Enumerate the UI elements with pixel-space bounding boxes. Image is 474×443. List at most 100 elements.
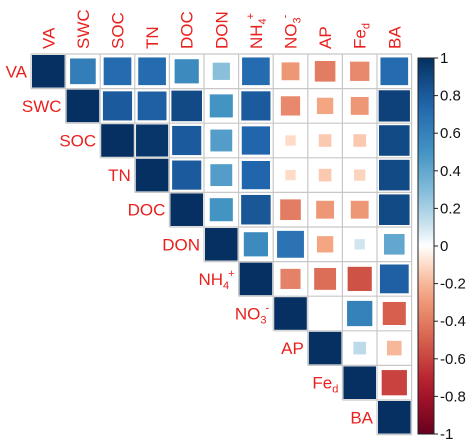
- cell-DON-DON: [205, 228, 238, 261]
- colorbar-tick-label: 0.8: [440, 88, 461, 105]
- cell-SWC-DON: [209, 94, 233, 118]
- cell-TN-TN: [135, 158, 169, 192]
- cell-BA-BA: [378, 401, 411, 434]
- cell-SOC-DOC: [172, 125, 202, 156]
- row-label-DOC: DOC: [128, 201, 166, 220]
- row-label-SWC: SWC: [22, 97, 62, 116]
- column-label-TN: TN: [143, 26, 162, 49]
- column-label-AP: AP: [316, 26, 335, 49]
- row-label-TN: TN: [108, 166, 131, 185]
- cell-DON-NH4+: [243, 232, 268, 257]
- cell-Fed-Fed: [343, 366, 376, 399]
- column-label-VA: VA: [39, 27, 58, 49]
- cell-AP-BA: [387, 340, 402, 356]
- column-label-SOC: SOC: [109, 12, 128, 49]
- cell-NH4+-NH4+: [239, 262, 273, 296]
- cell-VA-DON: [212, 62, 230, 80]
- cell-SOC-DON: [210, 129, 233, 152]
- row-label-NO3-: NO3-: [235, 303, 270, 327]
- grid-layer: [30, 53, 413, 436]
- cell-NH4+-Fed: [347, 266, 372, 291]
- cell-VA-AP: [314, 60, 336, 82]
- cell-VA-SOC: [103, 57, 132, 86]
- colorbar-gradient: [417, 57, 435, 435]
- colorbar-tick-label: -0.4: [440, 313, 466, 330]
- cell-DON-NO3-: [277, 230, 304, 258]
- cell-VA-TN: [138, 57, 166, 86]
- cell-NH4+-AP: [314, 267, 337, 290]
- colorbar-tick-label: -0.8: [440, 388, 466, 405]
- cell-DOC-BA: [379, 194, 410, 225]
- column-label-DOC: DOC: [178, 11, 197, 49]
- cell-DOC-NH4+: [241, 194, 271, 225]
- cell-NH4+-NO3-: [280, 268, 301, 289]
- row-label-DON: DON: [162, 235, 200, 254]
- cell-layer: [32, 55, 411, 434]
- cell-AP-AP: [308, 331, 342, 365]
- cell-TN-NH4+: [241, 160, 271, 190]
- cell-VA-NH4+: [242, 57, 270, 86]
- cell-SOC-SOC: [101, 124, 134, 157]
- column-label-NH4+: NH4+: [245, 13, 269, 49]
- label-layer: VA VA SWC SWC SOC SOC TN TN DOC DOC DON DON NH4+ NH4+…: [6, 9, 405, 427]
- cell-SWC-DOC: [171, 90, 202, 122]
- colorbar: 1 0.8 0.6 0.4 0.2 0 -0.2 -0.4 -0.6 -0.8 -1: [417, 50, 466, 443]
- column-label-Fed: Fed: [351, 23, 373, 49]
- column-label-DON: DON: [212, 11, 231, 49]
- cell-NO3--BA: [382, 301, 406, 326]
- cell-DOC-AP: [316, 200, 335, 219]
- column-label-NO3-: NO3-: [280, 14, 304, 49]
- colorbar-tick-label: 0.4: [440, 163, 461, 180]
- row-label-SOC: SOC: [59, 132, 96, 151]
- cell-SOC-NH4+: [241, 126, 271, 155]
- cell-SOC-AP: [318, 134, 332, 147]
- cell-SOC-BA: [379, 125, 410, 156]
- cell-TN-DON: [210, 164, 233, 187]
- row-label-AP: AP: [281, 339, 304, 358]
- row-label-Fed: Fed: [312, 374, 338, 396]
- cell-SWC-SWC: [66, 89, 100, 123]
- column-label-SWC: SWC: [74, 9, 93, 49]
- cell-SOC-TN: [136, 124, 169, 157]
- cell-SOC-NO3-: [285, 135, 296, 146]
- cell-DON-AP: [316, 236, 334, 253]
- colorbar-tick-label: -0.2: [440, 276, 466, 293]
- cell-TN-BA: [379, 159, 410, 191]
- cell-VA-VA: [32, 55, 65, 88]
- cell-TN-NO3-: [285, 169, 296, 181]
- colorbar-tick-label: -1: [440, 426, 453, 443]
- cell-DOC-DON: [209, 198, 233, 222]
- row-label-NH4+: NH4+: [198, 268, 234, 292]
- colorbar-tick-label: 0: [440, 238, 448, 255]
- cell-SOC-Fed: [353, 134, 367, 147]
- cell-SWC-AP: [316, 97, 334, 115]
- cell-AP-Fed: [353, 341, 367, 355]
- colorbar-tick-label: 0.6: [440, 125, 461, 142]
- cell-DON-Fed: [354, 239, 365, 250]
- column-label-BA: BA: [385, 26, 404, 49]
- cell-TN-DOC: [172, 160, 202, 190]
- cell-TN-AP: [318, 168, 332, 182]
- cell-SWC-BA: [378, 90, 410, 122]
- cell-NO3--Fed: [347, 300, 373, 327]
- cell-DOC-Fed: [350, 200, 369, 219]
- cell-VA-Fed: [350, 61, 370, 81]
- colorbar-tick-label: 0.2: [440, 200, 461, 217]
- cell-VA-SWC: [70, 58, 96, 85]
- cell-SWC-Fed: [350, 96, 369, 115]
- cell-Fed-BA: [381, 370, 407, 396]
- row-label-VA: VA: [6, 62, 28, 81]
- cell-DOC-NO3-: [280, 199, 301, 221]
- cell-TN-Fed: [354, 169, 366, 181]
- cell-VA-BA: [380, 57, 409, 86]
- cell-SWC-NH4+: [241, 91, 271, 121]
- cell-DOC-DOC: [170, 193, 203, 226]
- cell-NO3--NO3-: [274, 297, 307, 330]
- cell-VA-DOC: [174, 59, 199, 84]
- row-label-BA: BA: [350, 408, 373, 427]
- cell-DON-BA: [383, 233, 405, 255]
- colorbar-tick-label: 1: [440, 50, 448, 67]
- cell-SWC-NO3-: [280, 96, 301, 116]
- cell-SWC-SOC: [102, 91, 133, 121]
